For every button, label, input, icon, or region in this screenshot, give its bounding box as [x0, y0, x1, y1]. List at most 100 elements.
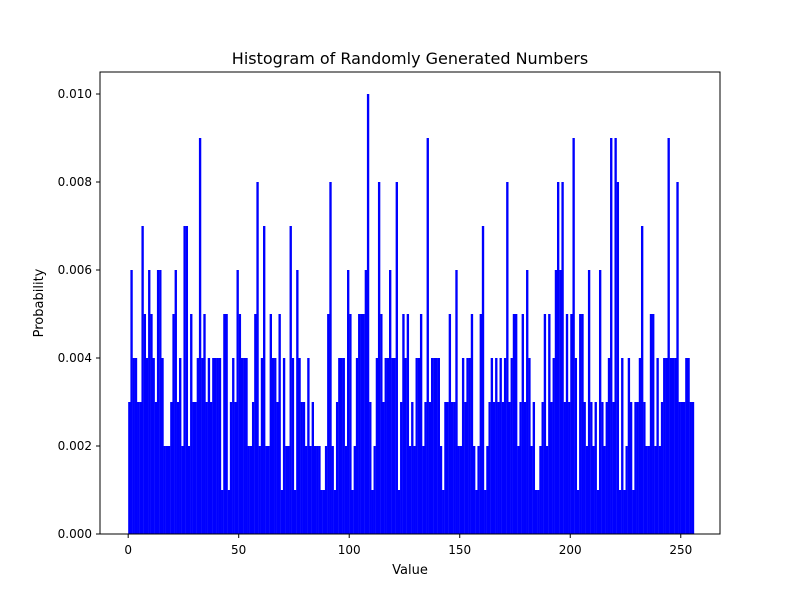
histogram-bar	[466, 358, 469, 534]
histogram-bar	[324, 446, 328, 534]
histogram-bar	[510, 358, 513, 534]
histogram-bar	[181, 446, 184, 534]
histogram-bar	[572, 138, 575, 534]
histogram-bar	[400, 402, 403, 534]
histogram-bar	[298, 358, 301, 534]
histogram-bar	[293, 490, 297, 534]
histogram-bar	[194, 402, 197, 534]
histogram-bar	[413, 446, 416, 534]
histogram-bar	[143, 314, 147, 534]
histogram-bar	[174, 270, 177, 534]
histogram-bar	[654, 446, 657, 534]
histogram-bar	[320, 490, 323, 534]
histogram-bar	[212, 358, 215, 534]
histogram-bar	[267, 446, 270, 534]
histogram-bar	[347, 270, 350, 534]
histogram-bar	[196, 358, 200, 534]
histogram-bar	[442, 490, 445, 534]
histogram-bar	[667, 138, 670, 534]
histogram-bar	[457, 446, 460, 534]
histogram-bar	[355, 358, 359, 534]
x-tick-label: 150	[448, 543, 471, 557]
histogram-bar	[570, 314, 573, 534]
histogram-bar	[444, 402, 447, 534]
histogram-bar	[477, 446, 480, 534]
histogram-bar	[132, 358, 135, 534]
histogram-bar	[656, 358, 659, 534]
histogram-bar	[543, 314, 547, 534]
histogram-bar	[397, 490, 401, 534]
histogram-bar	[426, 138, 429, 534]
histogram-bar	[227, 490, 231, 534]
histogram-bar	[621, 358, 624, 534]
histogram-bar	[455, 270, 458, 534]
y-axis-label: Probability	[32, 268, 47, 337]
y-tick-label: 0.000	[58, 527, 92, 541]
histogram-bar	[263, 226, 266, 534]
histogram-bar	[150, 314, 153, 534]
histogram-bar	[221, 490, 224, 534]
histogram-bar	[214, 358, 217, 534]
histogram-bar	[375, 358, 379, 534]
histogram-bar	[384, 358, 387, 534]
histogram-bar	[386, 358, 390, 534]
histogram-bar	[598, 270, 602, 534]
histogram-bar	[534, 490, 538, 534]
histogram-bar	[187, 446, 191, 534]
histogram-bar	[377, 182, 381, 534]
histogram-bar	[163, 446, 166, 534]
x-axis-label: Value	[392, 563, 428, 578]
histogram-bar	[280, 490, 284, 534]
histogram-bar	[495, 358, 498, 534]
histogram-bar	[658, 446, 662, 534]
histogram-bar	[506, 182, 509, 534]
histogram-bar	[537, 490, 540, 534]
histogram-bar	[260, 358, 264, 534]
y-tick-label: 0.004	[58, 351, 92, 365]
histogram-bar	[265, 446, 268, 534]
histogram-bar	[579, 314, 582, 534]
histogram-bar	[517, 446, 520, 534]
histogram-bar	[209, 402, 213, 534]
histogram-bar	[550, 402, 553, 534]
x-tick-label: 0	[124, 543, 132, 557]
histogram-bar	[366, 94, 370, 534]
histogram-bar	[203, 314, 206, 534]
histogram-bar	[669, 358, 673, 534]
histogram-bar	[554, 270, 558, 534]
histogram-bar	[201, 358, 204, 534]
histogram-bar	[236, 270, 239, 534]
x-tick-label: 100	[338, 543, 361, 557]
histogram-bar	[322, 490, 326, 534]
histogram-bar	[610, 138, 613, 534]
histogram-bar	[472, 446, 476, 534]
histogram-bar	[468, 358, 471, 534]
histogram-bar	[172, 314, 175, 534]
histogram-bar	[411, 402, 414, 534]
histogram-bar	[362, 314, 365, 534]
histogram-bar	[592, 446, 595, 534]
histogram-bar	[645, 446, 648, 534]
histogram-bar	[652, 314, 655, 534]
histogram-bar	[431, 358, 434, 534]
histogram-bar	[417, 358, 421, 534]
y-tick-label: 0.010	[58, 87, 92, 101]
histogram-bar	[165, 446, 169, 534]
histogram-bar	[216, 358, 219, 534]
histogram-bar	[470, 314, 474, 534]
histogram-bar	[307, 358, 310, 534]
histogram-bar	[563, 402, 566, 534]
histogram-bar	[245, 358, 248, 534]
chart-title: Histogram of Randomly Generated Numbers	[232, 49, 588, 68]
histogram-bar	[548, 314, 551, 534]
histogram-bar	[497, 402, 500, 534]
histogram-bar	[503, 358, 507, 534]
histogram-bar	[528, 358, 531, 534]
histogram-bar	[629, 402, 633, 534]
histogram-bar	[561, 182, 564, 534]
histogram-bar	[508, 402, 511, 534]
histogram-bar	[145, 358, 149, 534]
histogram-bar	[249, 446, 253, 534]
histogram-bar	[492, 402, 496, 534]
histogram-bar	[232, 358, 235, 534]
